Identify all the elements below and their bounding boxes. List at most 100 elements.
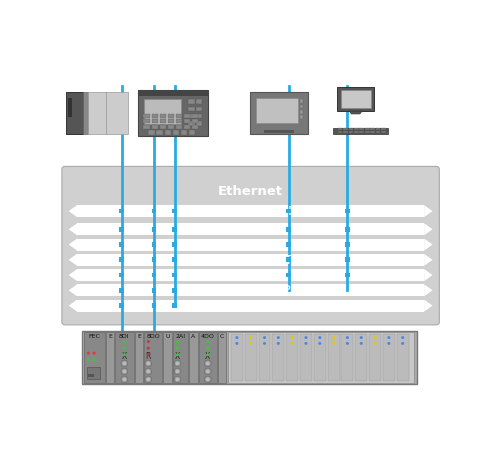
- Polygon shape: [68, 300, 77, 312]
- Bar: [151, 125, 158, 129]
- Circle shape: [204, 368, 211, 375]
- Bar: [285, 227, 290, 232]
- Circle shape: [206, 340, 209, 343]
- Bar: [344, 273, 349, 278]
- Circle shape: [318, 342, 321, 345]
- Bar: [106, 92, 128, 134]
- Circle shape: [174, 368, 181, 375]
- Bar: [327, 334, 339, 381]
- Circle shape: [331, 342, 334, 345]
- Circle shape: [92, 352, 96, 354]
- Bar: [218, 332, 226, 383]
- Circle shape: [235, 336, 238, 339]
- Bar: [353, 128, 358, 130]
- Bar: [381, 131, 385, 133]
- Text: 8DO: 8DO: [146, 334, 160, 339]
- Bar: [167, 125, 174, 129]
- Circle shape: [146, 362, 150, 365]
- Bar: [66, 92, 83, 134]
- Bar: [143, 119, 149, 123]
- Bar: [188, 107, 194, 111]
- Bar: [172, 257, 177, 262]
- Circle shape: [121, 368, 127, 375]
- Bar: [119, 288, 124, 293]
- Text: E: E: [137, 334, 141, 339]
- Circle shape: [146, 353, 149, 356]
- Bar: [77, 205, 423, 217]
- Bar: [299, 99, 303, 103]
- Circle shape: [176, 340, 179, 343]
- Bar: [198, 332, 217, 383]
- Text: Ethernet: Ethernet: [218, 185, 283, 198]
- Bar: [173, 332, 188, 383]
- Bar: [119, 209, 124, 213]
- FancyBboxPatch shape: [62, 167, 438, 325]
- Text: TCP / IP / UDP: TCP / IP / UDP: [205, 204, 295, 218]
- Polygon shape: [68, 254, 77, 266]
- Circle shape: [174, 360, 181, 367]
- Bar: [115, 332, 133, 383]
- Bar: [189, 332, 197, 383]
- Text: X: X: [122, 352, 127, 361]
- Bar: [299, 116, 303, 119]
- Bar: [188, 114, 194, 118]
- Bar: [151, 114, 158, 118]
- Bar: [180, 130, 186, 135]
- Bar: [163, 332, 171, 383]
- Circle shape: [122, 362, 126, 365]
- Bar: [337, 86, 373, 111]
- Bar: [167, 119, 174, 123]
- Bar: [285, 209, 290, 213]
- Text: R: R: [145, 352, 151, 361]
- Circle shape: [359, 336, 362, 339]
- Bar: [172, 130, 179, 135]
- Bar: [183, 119, 190, 123]
- Bar: [285, 273, 290, 278]
- Circle shape: [175, 370, 179, 373]
- Bar: [183, 125, 190, 129]
- Text: SMTP: SMTP: [232, 223, 268, 236]
- Circle shape: [176, 346, 179, 350]
- Bar: [258, 334, 270, 381]
- Polygon shape: [68, 223, 77, 235]
- Polygon shape: [423, 238, 432, 251]
- Bar: [151, 273, 156, 278]
- Bar: [159, 119, 165, 123]
- Polygon shape: [68, 238, 77, 251]
- Bar: [159, 125, 165, 129]
- Circle shape: [176, 353, 179, 356]
- Circle shape: [87, 352, 90, 354]
- Bar: [151, 288, 156, 293]
- Bar: [134, 332, 142, 383]
- Circle shape: [144, 360, 151, 367]
- Bar: [344, 242, 349, 247]
- Circle shape: [400, 342, 404, 345]
- Circle shape: [206, 346, 209, 350]
- Text: 4DO: 4DO: [201, 334, 214, 339]
- Bar: [355, 334, 366, 381]
- Polygon shape: [68, 284, 77, 296]
- Bar: [188, 99, 194, 104]
- Circle shape: [400, 336, 404, 339]
- Circle shape: [146, 340, 149, 343]
- Circle shape: [122, 353, 126, 356]
- Polygon shape: [423, 205, 432, 217]
- Text: DHCP / BootP: DHCP / BootP: [206, 253, 294, 266]
- Bar: [151, 242, 156, 247]
- Circle shape: [345, 342, 348, 345]
- Bar: [196, 99, 202, 104]
- Bar: [285, 334, 298, 381]
- Circle shape: [206, 353, 209, 356]
- Circle shape: [146, 370, 150, 373]
- Bar: [175, 114, 182, 118]
- Bar: [191, 125, 198, 129]
- Bar: [151, 303, 156, 308]
- Bar: [151, 209, 156, 213]
- Bar: [172, 288, 177, 293]
- Bar: [348, 128, 352, 130]
- Bar: [172, 227, 177, 232]
- Bar: [138, 90, 207, 96]
- Bar: [88, 373, 94, 377]
- Circle shape: [122, 340, 126, 343]
- Text: FEC: FEC: [88, 334, 100, 339]
